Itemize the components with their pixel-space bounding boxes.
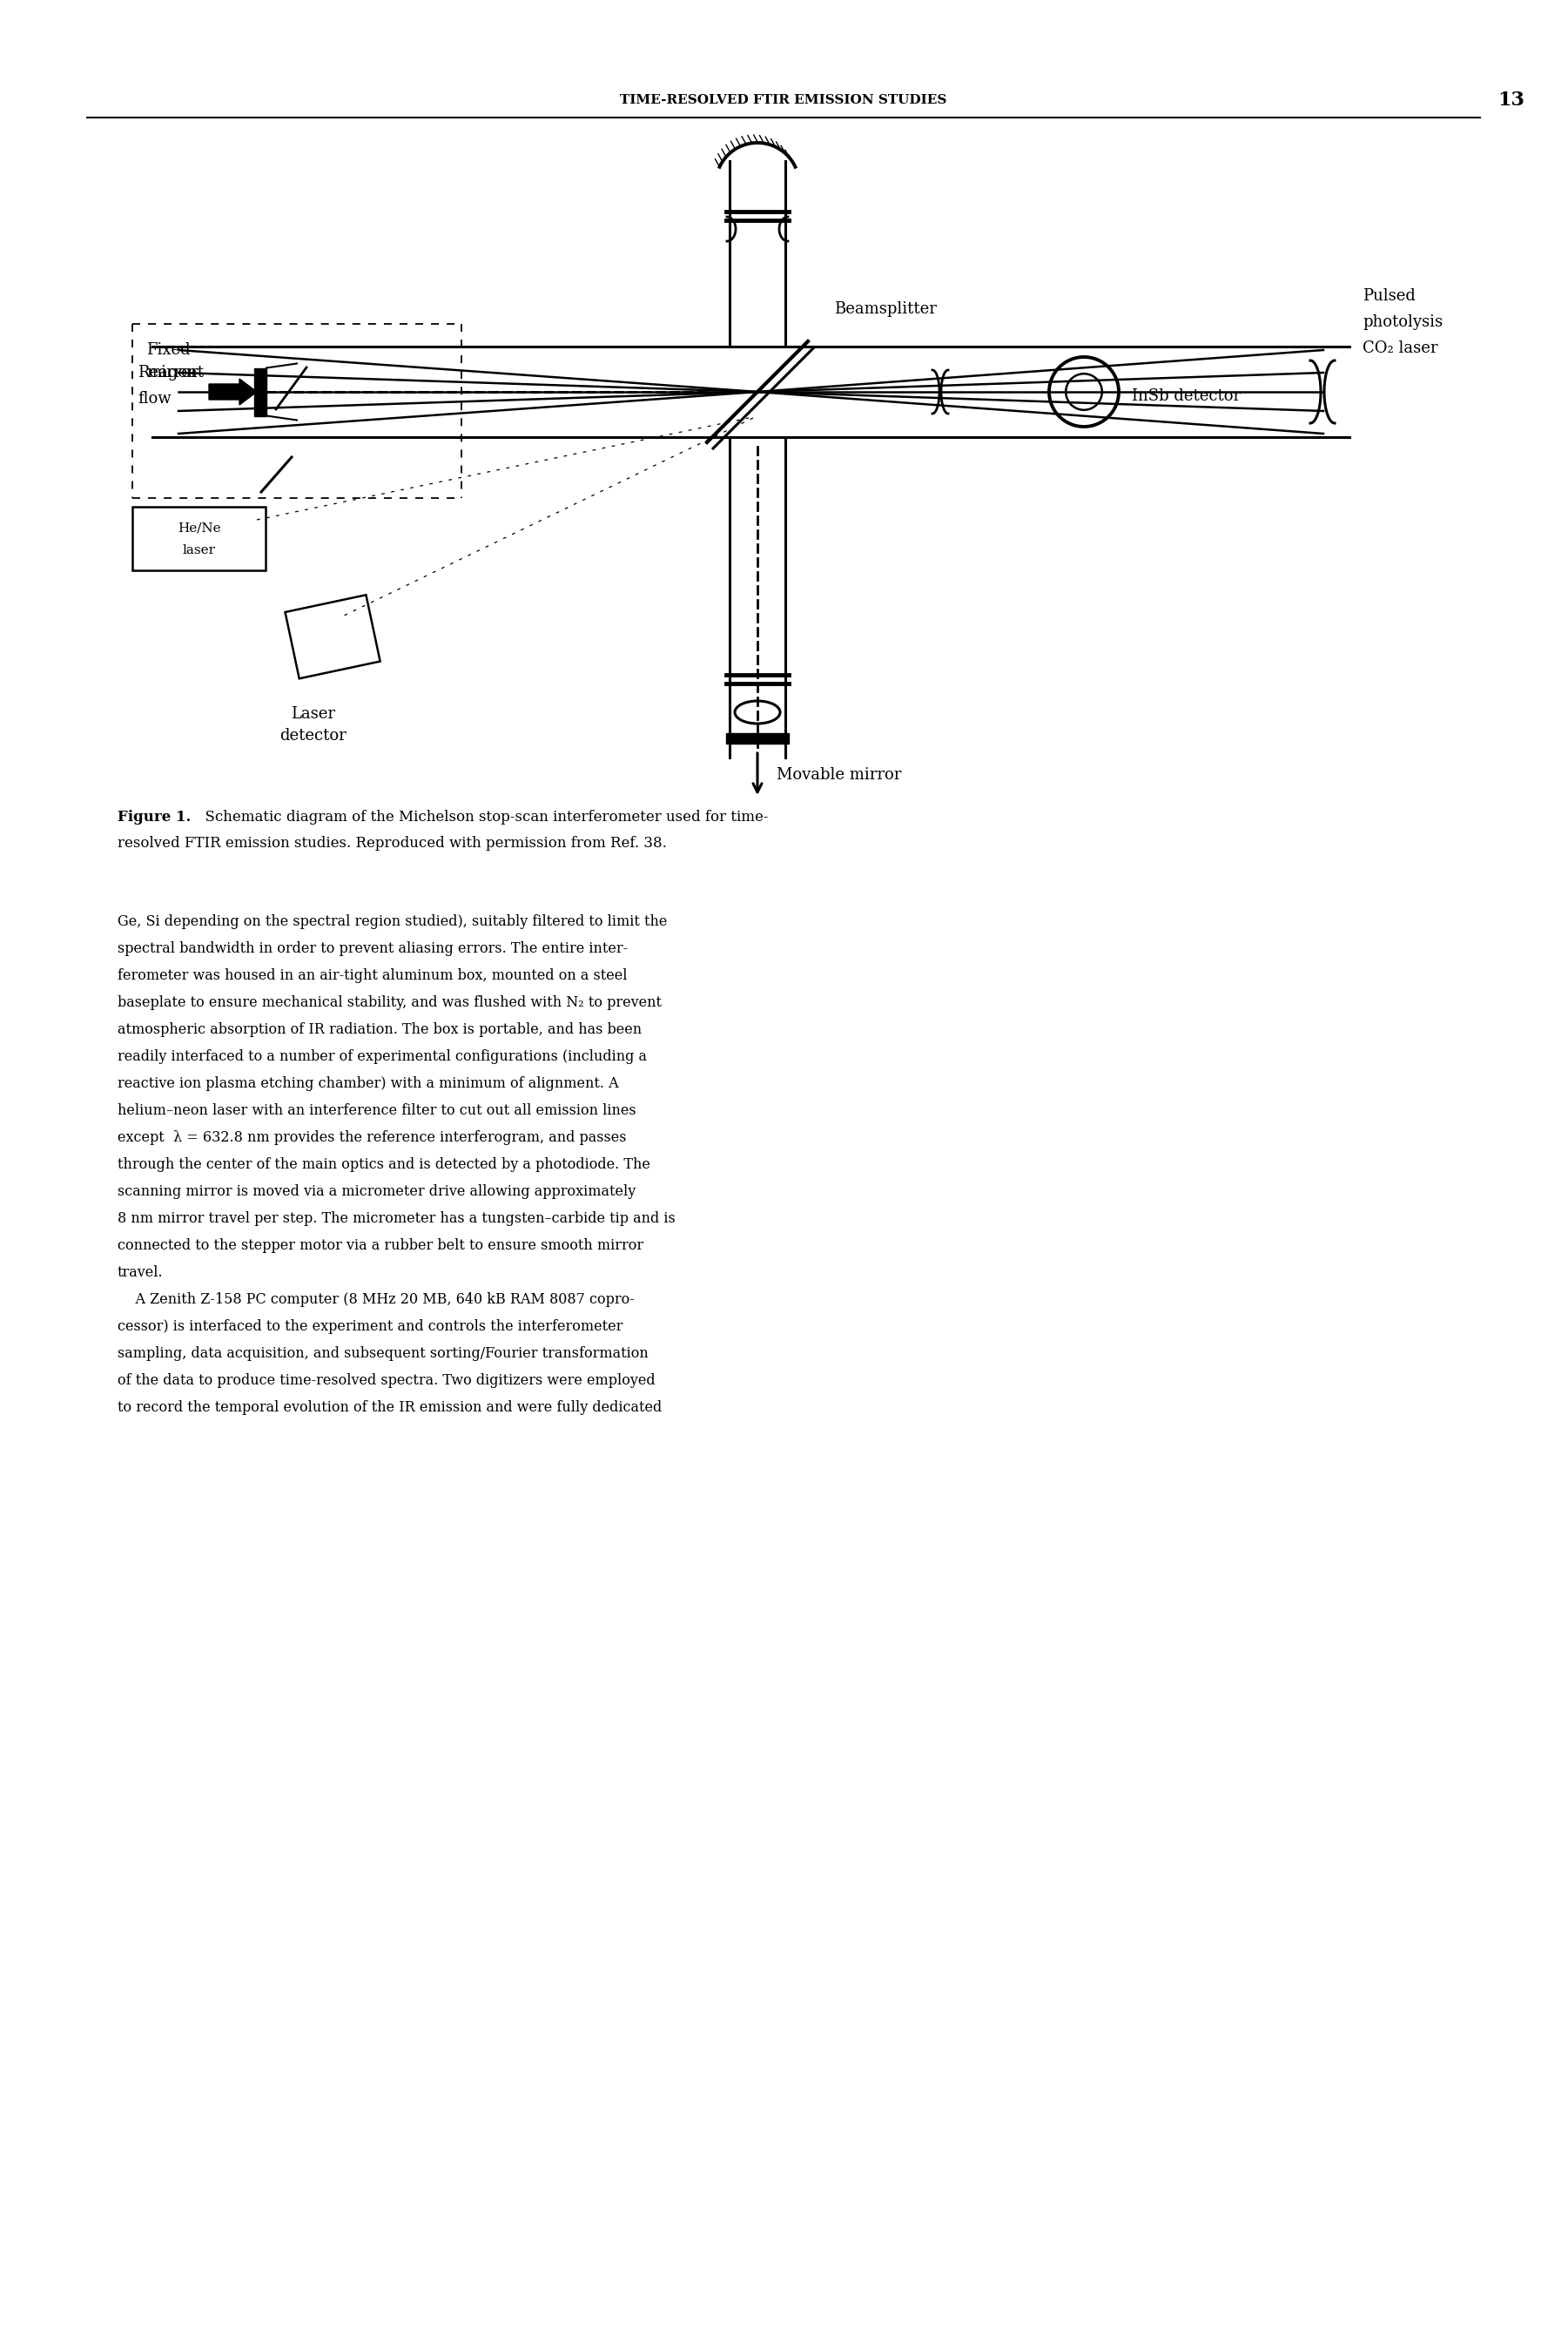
Text: sampling, data acquisition, and subsequent sorting/Fourier transformation: sampling, data acquisition, and subseque… [118,1347,649,1361]
Text: resolved FTIR emission studies. Reproduced with permission from Ref. 38.: resolved FTIR emission studies. Reproduc… [118,837,666,851]
Text: scanning mirror is moved via a micrometer drive allowing approximately: scanning mirror is moved via a micromete… [118,1185,635,1199]
Text: mirror: mirror [146,364,198,381]
Text: baseplate to ensure mechanical stability, and was flushed with N₂ to prevent: baseplate to ensure mechanical stability… [118,994,662,1011]
Text: Figure 1.: Figure 1. [118,809,191,825]
Text: A Zenith Z-158 PC computer (8 MHz 20 MB, 640 kB RAM 8087 copro-: A Zenith Z-158 PC computer (8 MHz 20 MB,… [118,1293,635,1307]
Bar [726,734,789,743]
Bar [132,508,265,571]
Text: Beamsplitter: Beamsplitter [834,301,936,317]
Text: flow: flow [138,390,171,407]
Text: reactive ion plasma etching chamber) with a minimum of alignment. A: reactive ion plasma etching chamber) wit… [118,1077,619,1091]
Text: InSb detector: InSb detector [1132,388,1240,404]
Text: except  λ = 632.8 nm provides the reference interferogram, and passes: except λ = 632.8 nm provides the referen… [118,1131,627,1145]
Text: 13: 13 [1497,92,1524,110]
Text: laser: laser [182,543,215,557]
Text: of the data to produce time-resolved spectra. Two digitizers were employed: of the data to produce time-resolved spe… [118,1373,655,1387]
Text: atmospheric absorption of IR radiation. The box is portable, and has been: atmospheric absorption of IR radiation. … [118,1023,641,1037]
Text: helium–neon laser with an interference filter to cut out all emission lines: helium–neon laser with an interference f… [118,1103,637,1119]
Text: travel.: travel. [118,1265,163,1279]
Text: He/Ne: He/Ne [177,522,221,534]
Text: through the center of the main optics and is detected by a photodiode. The: through the center of the main optics an… [118,1157,651,1173]
Text: Reagent: Reagent [138,364,204,381]
Text: ferometer was housed in an air-tight aluminum box, mounted on a steel: ferometer was housed in an air-tight alu… [118,969,627,983]
Text: Fixed: Fixed [146,343,190,357]
Bar [254,367,267,416]
Text: TIME-RESOLVED FTIR EMISSION STUDIES: TIME-RESOLVED FTIR EMISSION STUDIES [621,94,947,106]
Text: connected to the stepper motor via a rubber belt to ensure smooth mirror: connected to the stepper motor via a rub… [118,1239,643,1253]
Text: detector: detector [281,729,347,743]
Text: spectral bandwidth in order to prevent aliasing errors. The entire inter-: spectral bandwidth in order to prevent a… [118,940,627,957]
Text: photolysis: photolysis [1363,315,1443,329]
Text: Laser: Laser [292,705,336,722]
Text: Pulsed: Pulsed [1363,289,1416,303]
Text: CO₂ laser: CO₂ laser [1363,341,1438,355]
Text: readily interfaced to a number of experimental configurations (including a: readily interfaced to a number of experi… [118,1049,648,1065]
Bar [285,595,379,679]
Text: to record the temporal evolution of the IR emission and were fully dedicated: to record the temporal evolution of the … [118,1401,662,1415]
Text: Ge, Si depending on the spectral region studied), suitably filtered to limit the: Ge, Si depending on the spectral region … [118,915,668,929]
Text: Movable mirror: Movable mirror [776,766,902,783]
Text: Schematic diagram of the Michelson stop-scan interferometer used for time-: Schematic diagram of the Michelson stop-… [196,809,768,825]
FancyArrow shape [209,379,257,404]
Text: 8 nm mirror travel per step. The micrometer has a tungsten–carbide tip and is: 8 nm mirror travel per step. The microme… [118,1211,676,1225]
Text: cessor) is interfaced to the experiment and controls the interferometer: cessor) is interfaced to the experiment … [118,1319,622,1333]
